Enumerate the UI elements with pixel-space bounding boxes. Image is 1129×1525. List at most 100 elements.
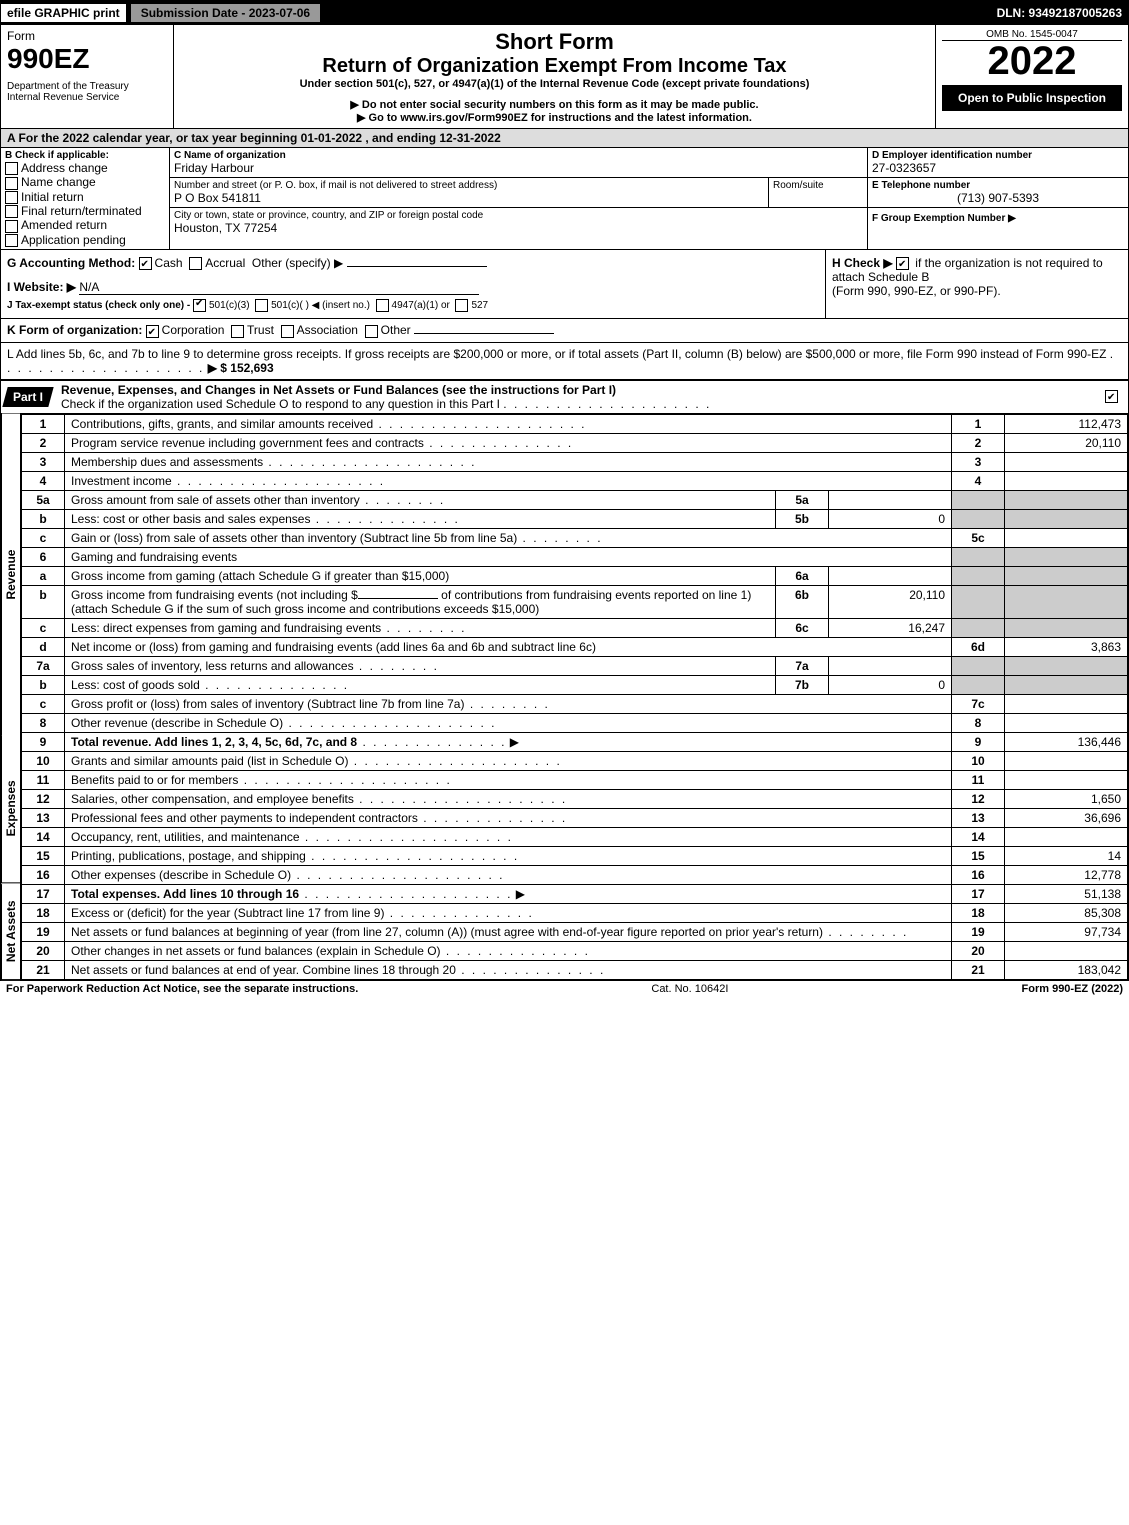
netassets-label: Net Assets bbox=[1, 884, 20, 980]
j-501c: 501(c)( ) ◀ (insert no.) bbox=[271, 300, 370, 311]
open-public: Open to Public Inspection bbox=[942, 85, 1122, 111]
k-assoc-check[interactable] bbox=[281, 325, 294, 338]
j-501c3-check[interactable] bbox=[193, 299, 206, 312]
i-label: I Website: ▶ bbox=[7, 280, 76, 294]
c-name-row: C Name of organization Friday Harbour bbox=[170, 148, 867, 178]
street-label: Number and street (or P. O. box, if mail… bbox=[174, 180, 764, 191]
room-label: Room/suite bbox=[773, 180, 863, 191]
line-2: 2Program service revenue including gover… bbox=[22, 433, 1128, 452]
j-501c-check[interactable] bbox=[255, 299, 268, 312]
j-527: 527 bbox=[471, 300, 488, 311]
street-value: P O Box 541811 bbox=[174, 191, 764, 205]
check-name[interactable]: Name change bbox=[5, 175, 165, 189]
k-trust-check[interactable] bbox=[231, 325, 244, 338]
header-mid: Short Form Return of Organization Exempt… bbox=[174, 25, 935, 128]
k-trust: Trust bbox=[247, 323, 274, 337]
section-j: J Tax-exempt status (check only one) - 5… bbox=[7, 299, 819, 312]
form-container: efile GRAPHIC print Submission Date - 20… bbox=[0, 0, 1129, 981]
check-amended[interactable]: Amended return bbox=[5, 218, 165, 232]
part1-checkbox[interactable] bbox=[1105, 390, 1118, 403]
return-title: Return of Organization Exempt From Incom… bbox=[182, 55, 927, 78]
k-corp-check[interactable] bbox=[146, 325, 159, 338]
street-cell: Number and street (or P. O. box, if mail… bbox=[170, 178, 769, 207]
f-label: F Group Exemption Number ▶ bbox=[872, 213, 1016, 224]
line-18: 18Excess or (deficit) for the year (Subt… bbox=[22, 903, 1128, 922]
line-14: 14Occupancy, rent, utilities, and mainte… bbox=[22, 827, 1128, 846]
lines-table: 1Contributions, gifts, grants, and simil… bbox=[21, 414, 1128, 980]
e-block: E Telephone number (713) 907-5393 bbox=[868, 178, 1128, 208]
k-other-blank[interactable] bbox=[414, 333, 554, 334]
section-k: K Form of organization: Corporation Trus… bbox=[1, 319, 1128, 342]
e-label: E Telephone number bbox=[872, 180, 1124, 191]
city-label: City or town, state or province, country… bbox=[174, 210, 863, 221]
line-5c: cGain or (loss) from sale of assets othe… bbox=[22, 528, 1128, 547]
city-value: Houston, TX 77254 bbox=[174, 221, 863, 235]
revenue-label: Revenue bbox=[1, 414, 20, 736]
phone-value: (713) 907-5393 bbox=[872, 191, 1124, 205]
header-left: Form 990EZ Department of the Treasury In… bbox=[1, 25, 174, 128]
top-bar: efile GRAPHIC print Submission Date - 20… bbox=[1, 1, 1128, 25]
goto-text: ▶ Go to www.irs.gov/Form990EZ for instru… bbox=[357, 112, 752, 124]
check-pending[interactable]: Application pending bbox=[5, 233, 165, 247]
page-footer: For Paperwork Reduction Act Notice, see … bbox=[0, 981, 1129, 997]
form-word: Form bbox=[7, 29, 167, 43]
h-check[interactable] bbox=[896, 257, 909, 270]
bcdef-block: B Check if applicable: Address change Na… bbox=[1, 148, 1128, 250]
submission-date: Submission Date - 2023-07-06 bbox=[130, 3, 321, 23]
part1-badge: Part I bbox=[2, 387, 53, 407]
k-other: Other bbox=[381, 323, 411, 337]
check-final[interactable]: Final return/terminated bbox=[5, 204, 165, 218]
initial-text: Initial return bbox=[21, 190, 84, 204]
vertical-labels: Revenue Expenses Net Assets bbox=[1, 414, 21, 980]
part1-heading-wrap: Revenue, Expenses, and Changes in Net As… bbox=[61, 383, 1105, 411]
under-section: Under section 501(c), 527, or 4947(a)(1)… bbox=[182, 78, 927, 90]
form-number: 990EZ bbox=[7, 43, 167, 75]
line-4: 4Investment income4 bbox=[22, 471, 1128, 490]
line-10: 10Grants and similar amounts paid (list … bbox=[22, 751, 1128, 770]
accrual-check[interactable] bbox=[189, 257, 202, 270]
expenses-label: Expenses bbox=[1, 735, 20, 883]
line-20: 20Other changes in net assets or fund ba… bbox=[22, 941, 1128, 960]
j-501c3: 501(c)(3) bbox=[209, 300, 250, 311]
k-other-check[interactable] bbox=[365, 325, 378, 338]
section-h: H Check ▶ if the organization is not req… bbox=[825, 250, 1128, 318]
amended-text: Amended return bbox=[21, 218, 107, 232]
h-label: H Check ▶ bbox=[832, 256, 893, 270]
d-block: D Employer identification number 27-0323… bbox=[868, 148, 1128, 178]
check-initial[interactable]: Initial return bbox=[5, 190, 165, 204]
part1-check-text: Check if the organization used Schedule … bbox=[61, 397, 500, 411]
cash-text: Cash bbox=[155, 256, 183, 270]
j-527-check[interactable] bbox=[455, 299, 468, 312]
other-blank[interactable] bbox=[347, 266, 487, 267]
check-address[interactable]: Address change bbox=[5, 161, 165, 175]
line-19: 19Net assets or fund balances at beginni… bbox=[22, 922, 1128, 941]
part1-heading: Revenue, Expenses, and Changes in Net As… bbox=[61, 383, 616, 397]
k-corp: Corporation bbox=[162, 323, 225, 337]
dln-label: DLN: 93492187005263 bbox=[997, 6, 1128, 20]
k-label: K Form of organization: bbox=[7, 323, 142, 337]
line-8: 8Other revenue (describe in Schedule O)8 bbox=[22, 713, 1128, 732]
goto-note: ▶ Go to www.irs.gov/Form990EZ for instru… bbox=[182, 111, 927, 124]
line-6: 6Gaming and fundraising events bbox=[22, 547, 1128, 566]
pending-text: Application pending bbox=[21, 233, 126, 247]
line-7c: cGross profit or (loss) from sales of in… bbox=[22, 694, 1128, 713]
tax-year: 2022 bbox=[942, 41, 1122, 81]
section-b: B Check if applicable: Address change Na… bbox=[1, 148, 170, 249]
accrual-text: Accrual bbox=[205, 256, 245, 270]
header-right: OMB No. 1545-0047 2022 Open to Public In… bbox=[935, 25, 1128, 128]
line-5b: bLess: cost or other basis and sales exp… bbox=[22, 509, 1128, 528]
g-label: G Accounting Method: bbox=[7, 256, 135, 270]
line-7a: 7aGross sales of inventory, less returns… bbox=[22, 656, 1128, 675]
section-i: I Website: ▶ N/A bbox=[7, 280, 819, 295]
line-1: 1Contributions, gifts, grants, and simil… bbox=[22, 414, 1128, 433]
footer-left: For Paperwork Reduction Act Notice, see … bbox=[6, 983, 358, 995]
line-6a: aGross income from gaming (attach Schedu… bbox=[22, 566, 1128, 585]
gh-row: G Accounting Method: Cash Accrual Other … bbox=[1, 250, 1128, 319]
line-12: 12Salaries, other compensation, and empl… bbox=[22, 789, 1128, 808]
c-street-row: Number and street (or P. O. box, if mail… bbox=[170, 178, 867, 208]
line-16: 16Other expenses (describe in Schedule O… bbox=[22, 865, 1128, 884]
cash-check[interactable] bbox=[139, 257, 152, 270]
line-7b: bLess: cost of goods sold7b0 bbox=[22, 675, 1128, 694]
j-4947-check[interactable] bbox=[376, 299, 389, 312]
part1-header-row: Part I Revenue, Expenses, and Changes in… bbox=[1, 380, 1128, 414]
